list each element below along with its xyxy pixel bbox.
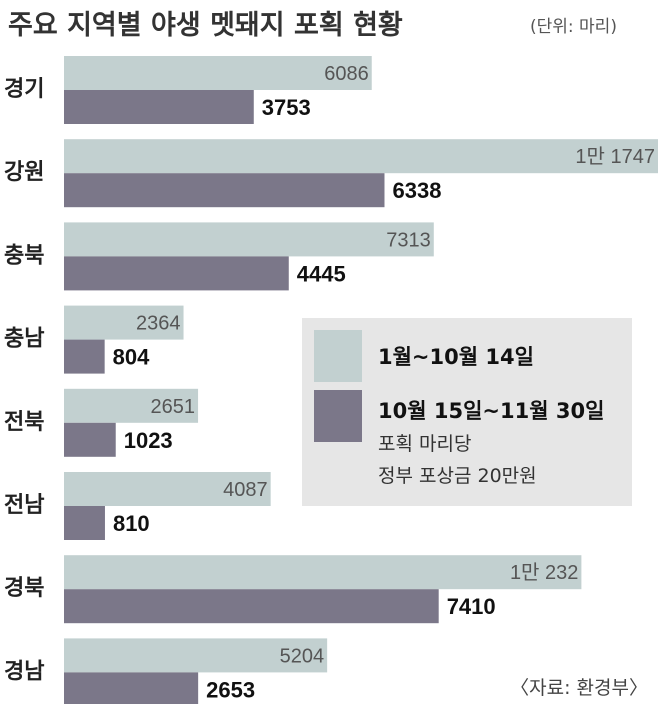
bar-period-2 xyxy=(64,90,254,124)
data-label: 7313 xyxy=(386,229,431,251)
bar-period-1 xyxy=(64,638,328,673)
data-label: 2364 xyxy=(136,313,181,335)
category-label: 전북 xyxy=(4,410,44,435)
category-label: 경남 xyxy=(4,659,44,684)
source-note: 〈자료: 환경부〉 xyxy=(510,677,648,699)
data-label: 7410 xyxy=(447,594,496,619)
category-group: 경기 6086 3753 xyxy=(4,56,372,124)
legend-swatch-period-2 xyxy=(314,390,362,442)
category-label: 경북 xyxy=(4,576,44,601)
bar-period-1 xyxy=(64,555,582,590)
bar-period-1 xyxy=(64,56,372,90)
bar-period-2 xyxy=(64,422,116,457)
category-label: 충남 xyxy=(4,327,44,352)
legend-label-period-2: 10월 15일~11월 30일 xyxy=(378,399,604,423)
data-label: 1023 xyxy=(124,428,173,453)
category-group: 전북 2651 1023 xyxy=(4,388,199,457)
category-group: 강원 1만 1747 6338 xyxy=(4,139,658,208)
legend-label-period-1: 1월~10월 14일 xyxy=(378,345,534,369)
data-label: 804 xyxy=(113,345,150,370)
bar-period-2 xyxy=(64,173,385,208)
data-label: 4087 xyxy=(223,479,268,501)
bar-period-2 xyxy=(64,672,199,704)
data-label: 3753 xyxy=(262,95,311,120)
unit-note: (단위: 마리) xyxy=(530,17,617,37)
category-group: 충남 2364 804 xyxy=(4,305,184,374)
bar-period-2 xyxy=(64,339,105,374)
bar-period-1 xyxy=(64,222,434,257)
legend-note-line: 정부 포상금 20만원 xyxy=(378,465,537,487)
bar-period-1 xyxy=(64,139,658,174)
category-group: 경북 1만 232 7410 xyxy=(4,555,582,624)
data-label: 5204 xyxy=(280,645,325,667)
category-label: 강원 xyxy=(4,160,44,185)
bar-period-2 xyxy=(64,256,289,291)
category-group: 전남 4087 810 xyxy=(4,472,271,540)
data-label: 1만 232 xyxy=(510,561,578,584)
data-label: 6338 xyxy=(392,178,441,203)
bar-period-2 xyxy=(64,589,439,624)
bar-period-1 xyxy=(64,388,199,423)
data-label: 4445 xyxy=(297,261,346,286)
category-label: 전남 xyxy=(4,493,44,518)
data-label: 1만 1747 xyxy=(575,145,655,168)
data-label: 2651 xyxy=(151,396,196,418)
category-group: 경남 5204 2653 xyxy=(4,638,328,704)
bars-group: 경기 6086 3753 강원 1만 1747 6338 충북 7313 4445 충남 2364 8… xyxy=(4,56,658,704)
category-label: 충북 xyxy=(4,243,44,268)
bar-period-1 xyxy=(64,472,271,506)
category-group: 충북 7313 4445 xyxy=(4,222,434,291)
bar-period-2 xyxy=(64,506,105,540)
data-label: 810 xyxy=(113,511,150,536)
legend-swatch-period-1 xyxy=(314,330,362,382)
chart-title: 주요 지역별 야생 멧돼지 포획 현황 xyxy=(8,10,403,41)
category-label: 경기 xyxy=(4,77,44,102)
bar-period-1 xyxy=(64,305,184,340)
data-label: 6086 xyxy=(324,63,369,85)
legend-note-line: 포획 마리당 xyxy=(378,433,471,455)
data-label: 2653 xyxy=(206,677,255,702)
